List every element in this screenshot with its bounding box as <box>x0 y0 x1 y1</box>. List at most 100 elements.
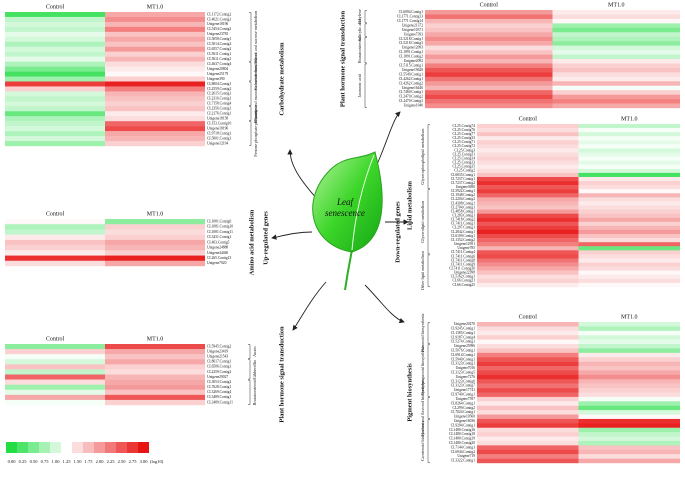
gene-label: Unigene24888 <box>207 246 228 250</box>
heatmap-cell <box>425 18 553 24</box>
heatmap-cell <box>105 229 205 235</box>
heatmap-cell <box>477 432 579 437</box>
heatmap-cell <box>105 91 205 97</box>
group-bracket <box>427 124 430 189</box>
heatmap-cell <box>477 396 579 402</box>
heatmap-cell <box>578 405 680 411</box>
heatmap-cell <box>5 111 105 117</box>
column-header: Control <box>46 336 65 342</box>
gene-label: Unigene10560 <box>454 415 475 419</box>
gene-label: CL5611.Contig2 <box>207 57 231 61</box>
heatmap-cell <box>477 217 579 222</box>
heatmap-cell <box>5 399 105 406</box>
group-label: Flavonoid biosynthesis <box>420 313 425 352</box>
legend-tick-label: 0.75 <box>41 459 50 464</box>
gene-label: CL25.Contig71 <box>453 140 476 144</box>
heatmap-cell <box>425 67 553 73</box>
heatmap-cell <box>105 86 205 92</box>
heatmap-cell <box>578 124 680 129</box>
heatmap-cell <box>5 12 105 18</box>
heatmap-cell <box>578 229 680 235</box>
gene-label: CL9718.Contig1 <box>207 131 231 135</box>
gene-label: Unigene7276 <box>456 375 476 379</box>
heatmap-cell <box>578 164 680 170</box>
column-header: Control <box>519 116 538 122</box>
heatmap-cell <box>5 344 105 350</box>
heatmap-cell <box>578 201 680 206</box>
heatmap-cell <box>552 76 680 82</box>
heatmap-cell <box>5 66 105 72</box>
heatmap-cell <box>477 156 579 161</box>
gene-label: CL1480.Contig16 <box>449 428 475 432</box>
heatmap-cell <box>425 85 553 91</box>
heatmap-cell <box>578 246 680 251</box>
gene-label: CL5454.Contig2 <box>207 27 231 31</box>
heatmap-cell <box>105 101 205 107</box>
heatmap-cell <box>425 45 553 51</box>
heatmap-cell <box>5 364 105 370</box>
group-bracket <box>427 419 430 463</box>
gene-label: CL6094.Contig1 <box>399 10 423 14</box>
gene-label: CL9187.Contig4 <box>451 335 475 339</box>
gene-label: CL3489.Contig1 <box>207 395 231 399</box>
heatmap-cell <box>578 278 680 284</box>
heatmap-cell <box>578 172 680 178</box>
gene-label: Unigene44460 <box>207 251 228 255</box>
gene-label: CL1081.Contig6 <box>207 219 231 223</box>
heatmap-cell <box>5 384 105 390</box>
gene-label: Unigene719 <box>457 454 475 458</box>
heatmap-cell <box>578 242 680 247</box>
heatmap-cell <box>425 99 553 104</box>
heatmap-cell <box>552 10 680 15</box>
heatmap-cell <box>477 361 579 367</box>
gene-label: CL3123.Contig7 <box>451 384 475 388</box>
heatmap-cell <box>477 352 579 358</box>
heatmap-cell <box>105 354 205 360</box>
group-bracket <box>427 254 430 287</box>
heatmap-cell <box>477 262 579 267</box>
gene-label: CL2559.Contig2 <box>207 87 231 91</box>
group-bracket <box>427 344 430 397</box>
heatmap-cell <box>477 172 579 178</box>
heatmap-cell <box>477 132 579 137</box>
heatmap-cell <box>5 36 105 42</box>
heatmap-cell <box>105 260 205 267</box>
gene-label: CL25.Contig74 <box>453 124 476 128</box>
gene-label: Unigene17741 <box>454 388 475 392</box>
heatmap-cell <box>578 374 680 380</box>
gene-label: CL5218.Contig1 <box>399 37 423 41</box>
heatmap-cell <box>477 339 579 345</box>
gene-label: CL1771.Contig14 <box>397 19 423 23</box>
group-bracket <box>427 189 430 255</box>
column-header: MT1.0 <box>147 211 164 217</box>
heatmap-cell <box>477 410 579 415</box>
gene-label: CL9294.Contig1 <box>451 423 475 427</box>
heatmap-cell <box>477 348 579 354</box>
heatmap-cell <box>5 131 105 137</box>
heatmap-cell <box>477 213 579 218</box>
heatmap-cell <box>578 197 680 202</box>
gene-label: CL1891.Contig2 <box>399 55 423 59</box>
gene-label: CL5274.Contig1 <box>451 340 475 344</box>
gene-label: Unigene20270 <box>454 322 475 326</box>
heatmap-cell <box>105 389 205 396</box>
heatmap-cell <box>425 50 553 55</box>
heatmap-cell <box>477 238 579 243</box>
heatmap-cell <box>477 344 579 349</box>
heatmap-cell <box>105 344 205 350</box>
gene-label: Unigene7020 <box>207 261 227 265</box>
legend-tick-label: 1.75 <box>85 459 94 464</box>
gene-label: Unigene20804 <box>207 67 228 71</box>
group-label: Other lipid metabolism <box>420 251 425 291</box>
heatmap-cell <box>578 383 680 389</box>
heatmap-cell <box>477 152 579 157</box>
gene-label: CL7460.Contig1 <box>399 90 423 94</box>
heatmap-cell <box>105 66 205 72</box>
heatmap-cell <box>477 366 579 371</box>
gene-label: CL7418.Contig2 <box>451 218 475 222</box>
group-bracket <box>249 12 252 62</box>
heatmap-cell <box>5 250 105 256</box>
heatmap-cell <box>552 27 680 33</box>
gene-label: CL5549.Contig1 <box>399 72 423 76</box>
